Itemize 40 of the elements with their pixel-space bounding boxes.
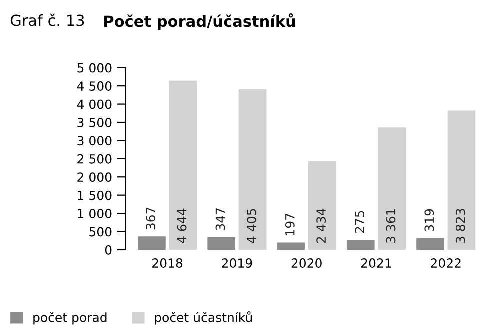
legend-label: počet účastníků: [155, 312, 252, 325]
data-label: 2 434: [316, 208, 326, 244]
x-tick-label: 2018: [152, 258, 183, 268]
legend-label: počet porad: [34, 312, 107, 325]
y-tick-label: 500: [90, 227, 112, 237]
x-tick-label: 2020: [292, 258, 322, 268]
y-tick-label: 3 500: [78, 118, 112, 128]
data-label: 367: [146, 208, 156, 230]
bar: [416, 238, 444, 250]
y-tick-label: 4 000: [77, 100, 112, 110]
text: Graf č. 13: [10, 14, 84, 26]
y-tick-label: 1 000: [78, 209, 112, 218]
data-label: 275: [355, 211, 364, 234]
x-tick-label: 2022: [431, 258, 461, 268]
bar: [346, 240, 375, 250]
bar: [138, 236, 166, 250]
bar: [308, 161, 336, 250]
data-label: 197: [285, 214, 295, 236]
y-tick-label: 5 000: [78, 63, 112, 73]
data-label: 3 361: [386, 209, 396, 244]
x-tick-label: 2021: [361, 258, 392, 268]
bar: [448, 110, 476, 250]
y-tick-label: 1 500: [78, 190, 112, 200]
y-tick-label: 4 500: [77, 82, 112, 92]
data-label: 4 644: [177, 208, 187, 244]
chart-title: Počet porad/účastníků: [104, 14, 296, 30]
bar: [208, 237, 236, 250]
y-tick-label: 3 000: [78, 136, 112, 146]
y-tick-label: 2 500: [78, 154, 112, 164]
data-label: 319: [424, 209, 434, 232]
y-tick-label: 2 000: [78, 172, 112, 182]
data-label: 4 405: [246, 209, 256, 244]
bar: [378, 128, 406, 250]
x-tick-label: 2019: [222, 258, 252, 268]
data-label: 347: [216, 208, 226, 230]
bar: [277, 242, 306, 250]
data-label: 3 823: [456, 209, 466, 244]
bar: [169, 80, 198, 250]
y-tick-label: 0: [105, 245, 112, 255]
bar: [238, 90, 267, 250]
